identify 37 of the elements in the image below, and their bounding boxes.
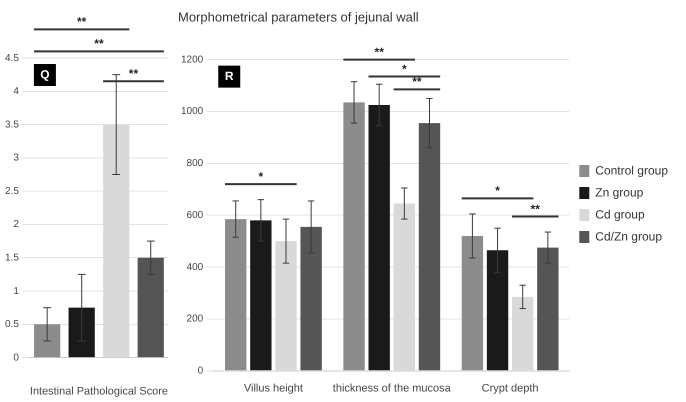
y-tick-label: 1 xyxy=(13,286,20,297)
x-tick-label: Crypt depth xyxy=(482,382,539,394)
y-tick-label: 1000 xyxy=(180,106,204,118)
annotation: * xyxy=(402,62,408,76)
text: ** xyxy=(94,36,104,51)
y-tick-label: 3.5 xyxy=(4,119,20,130)
legend-label: Zn group xyxy=(595,185,644,200)
y-tick-label: 2 xyxy=(13,219,20,230)
chart-title: Morphometrical parameters of jejunal wall xyxy=(178,9,419,24)
x-tick-label: thickness of the mucosa xyxy=(332,382,452,394)
annotation: Q xyxy=(40,67,50,82)
y-tick-label: 1.5 xyxy=(4,252,20,264)
y-tick-label: 0.5 xyxy=(4,319,20,330)
y-tick-label: 200 xyxy=(186,314,204,325)
legend-label: Control group xyxy=(595,163,668,178)
y-tick-label: 0 xyxy=(198,366,204,377)
annotation: * xyxy=(258,169,264,184)
legend-label: Cd group xyxy=(595,207,645,222)
annotation: ** xyxy=(530,202,540,216)
annotation: ** xyxy=(128,66,138,81)
y-tick-label: 4 xyxy=(13,86,20,98)
y-tick-label: 3 xyxy=(13,152,20,164)
x-tick-label: Villus height xyxy=(244,382,303,394)
y-tick-label: 2.5 xyxy=(4,186,20,197)
y-tick-label: 600 xyxy=(186,210,204,221)
y-tick-label: 4.5 xyxy=(4,52,20,64)
annotation: R xyxy=(224,68,234,83)
text: ** xyxy=(374,44,384,59)
annotation: * xyxy=(495,184,500,198)
y-tick-label: 0 xyxy=(13,352,20,364)
x-axis-title: Intestinal Pathological Score xyxy=(30,385,168,398)
legend-label: Cd/Zn group xyxy=(595,229,662,244)
y-tick-label: 800 xyxy=(186,158,204,170)
annotation: ** xyxy=(412,74,422,89)
y-tick-label: 1200 xyxy=(180,54,204,66)
y-tick-label: 400 xyxy=(186,262,204,273)
text: ** xyxy=(77,14,87,29)
